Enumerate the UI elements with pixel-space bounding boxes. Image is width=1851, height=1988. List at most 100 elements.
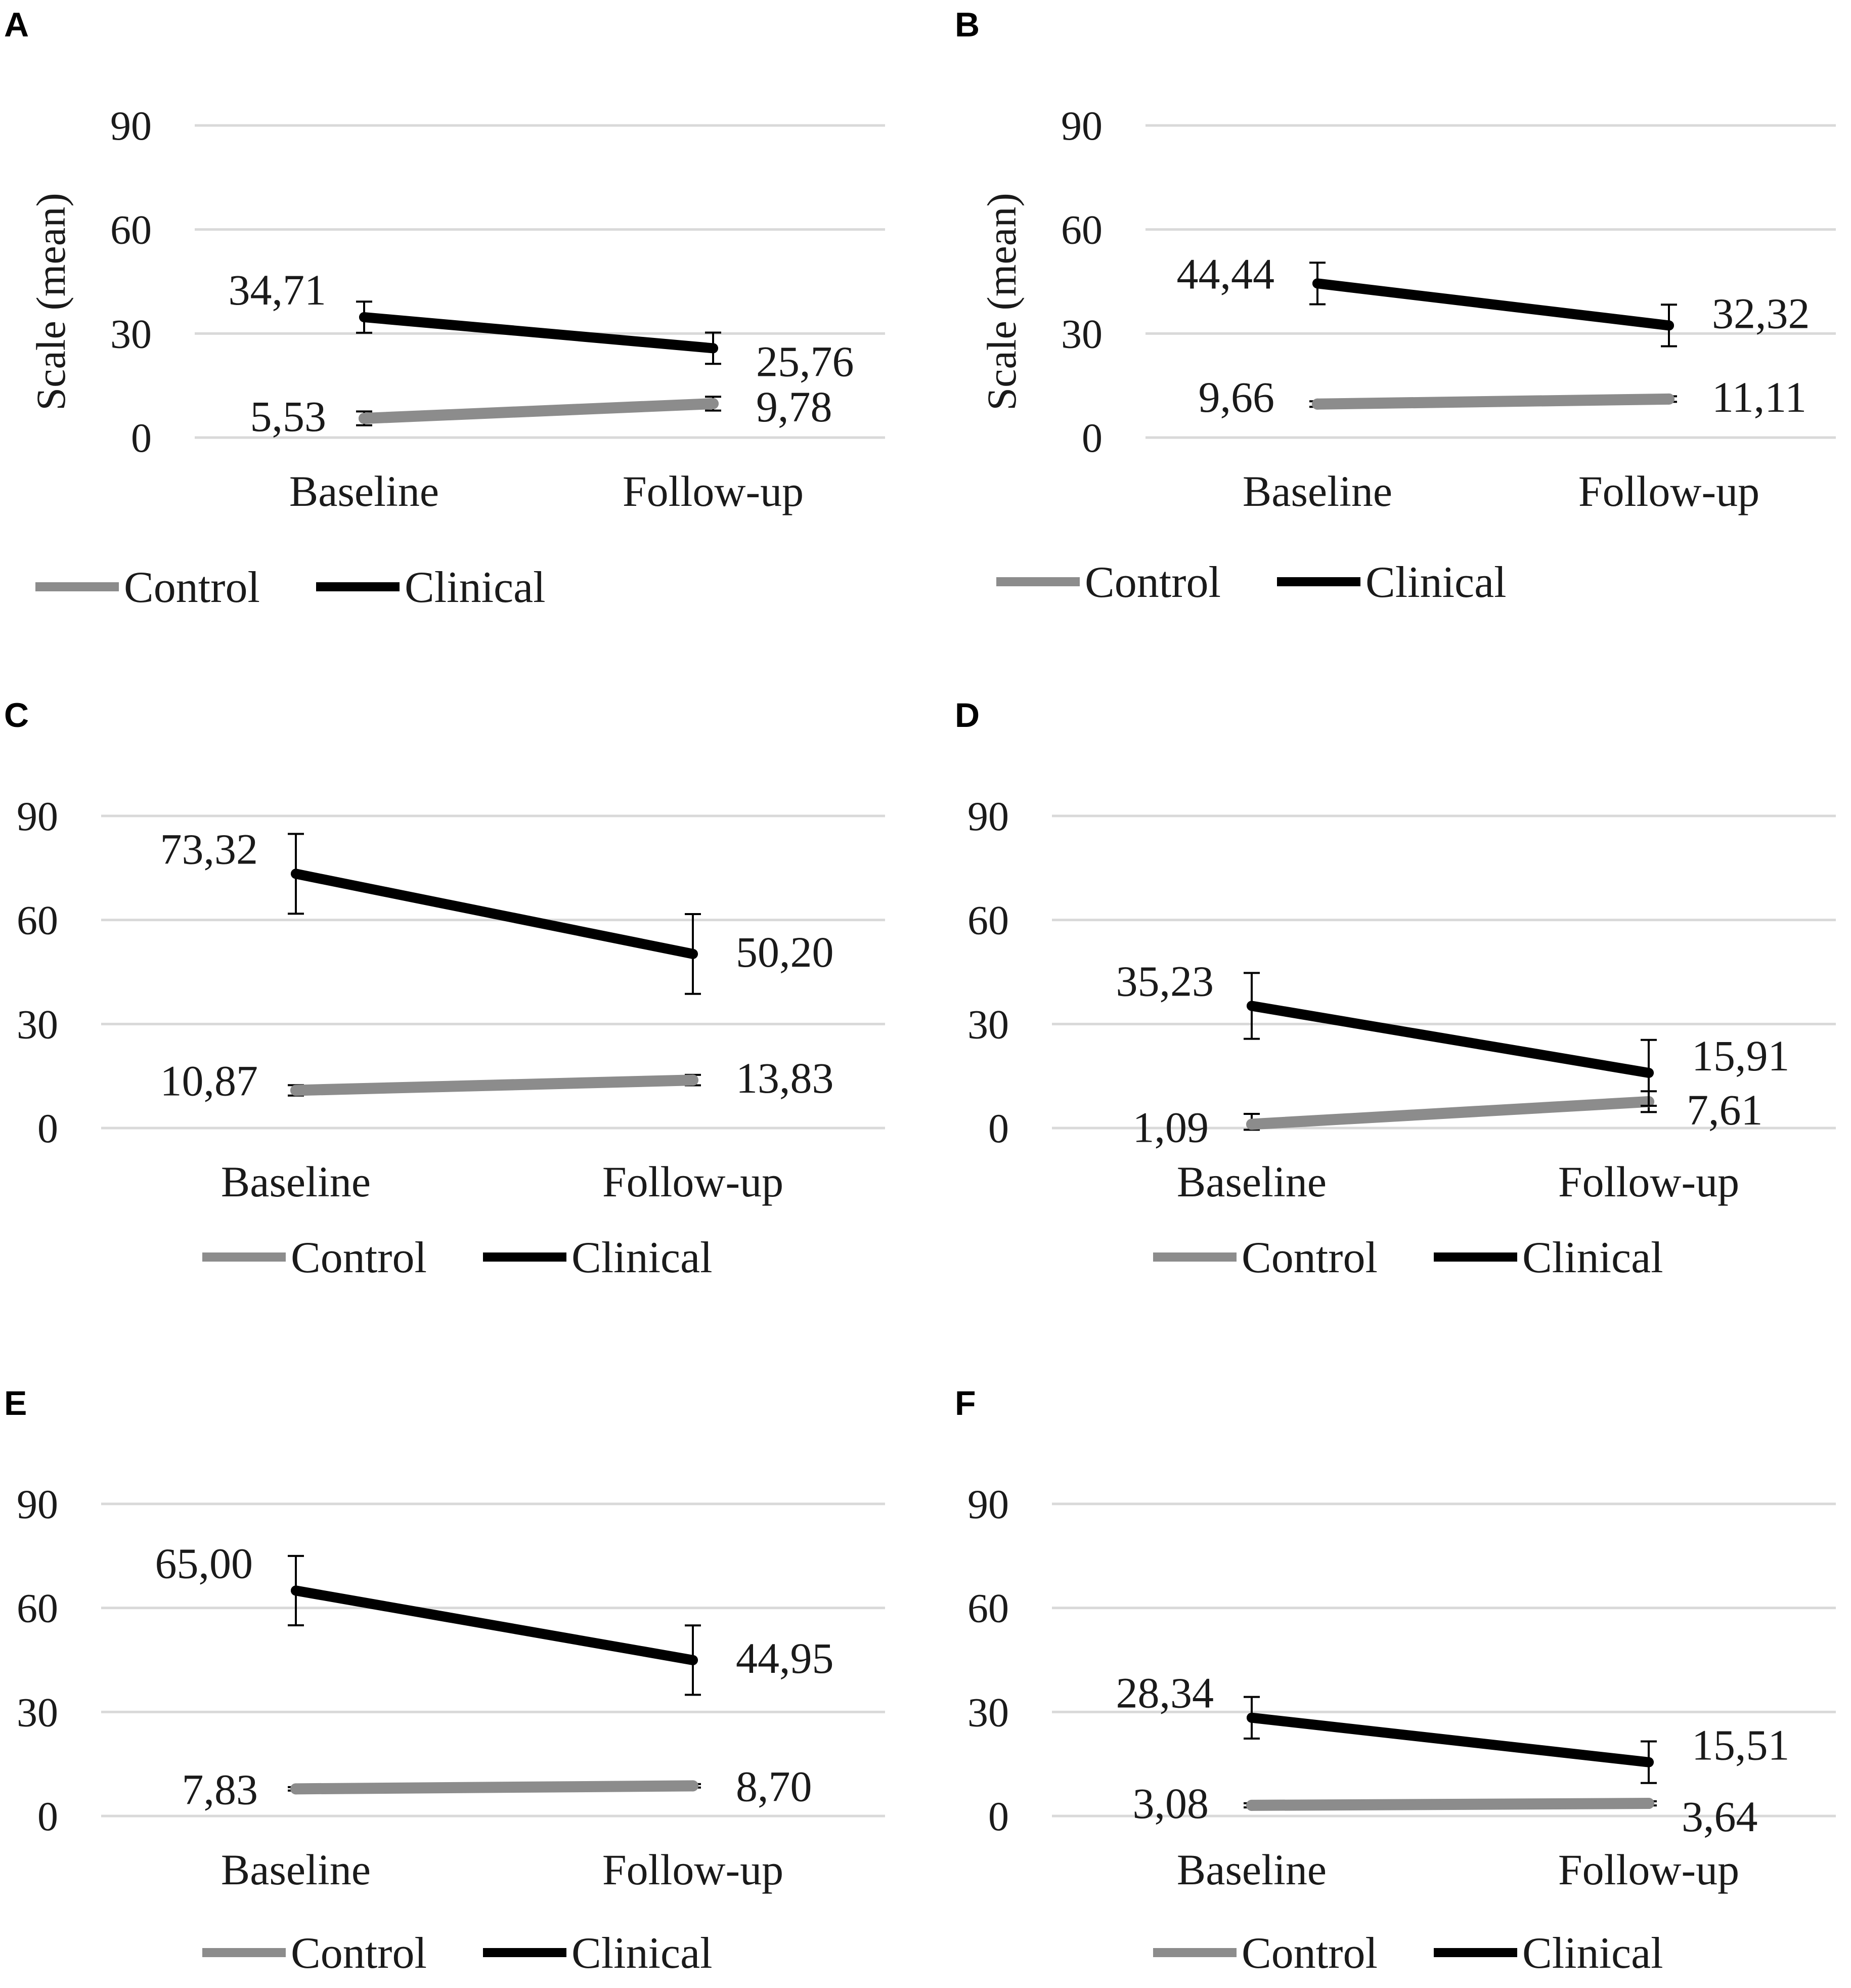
legend-label-clinical: Clinical bbox=[1522, 1233, 1663, 1282]
data-point-control bbox=[1312, 398, 1323, 410]
panel-d: D 0 30 60 90 Baseline Follow-up 1,09 7,61 35,23 15… bbox=[955, 696, 1836, 1282]
y-tick-label: 90 bbox=[1061, 103, 1103, 149]
y-tick-label: 0 bbox=[1082, 415, 1103, 461]
x-category-label: Follow-up bbox=[602, 1157, 783, 1206]
data-point-control bbox=[1663, 393, 1674, 405]
y-tick-label: 60 bbox=[967, 1585, 1009, 1631]
data-point-control bbox=[1246, 1799, 1257, 1811]
panel-letter-d: D bbox=[955, 696, 980, 734]
data-label-control: 3,64 bbox=[1682, 1792, 1758, 1841]
data-label-clinical: 15,91 bbox=[1692, 1031, 1790, 1080]
x-category-label: Baseline bbox=[1243, 467, 1392, 515]
data-point-control bbox=[359, 413, 370, 424]
series-line-clinical bbox=[1247, 1712, 1654, 1767]
data-label-control: 9,78 bbox=[756, 382, 832, 431]
series-line-control bbox=[290, 1780, 698, 1795]
data-point-clinical bbox=[291, 869, 301, 879]
series-line-control bbox=[1312, 393, 1674, 410]
panel-f: F 0 30 60 90 Baseline Follow-up 3,08 3,64 28,34 15… bbox=[955, 1384, 1836, 1978]
x-category-label: Follow-up bbox=[1558, 1157, 1739, 1206]
legend-label-control: Control bbox=[291, 1233, 427, 1282]
panel-c: C 0 30 60 90 Baseline Follow-up 10,87 13,83 73,32… bbox=[4, 696, 885, 1282]
legend-label-clinical: Clinical bbox=[571, 1233, 713, 1282]
data-point-control bbox=[708, 398, 719, 409]
data-label-control: 10,87 bbox=[160, 1056, 258, 1105]
y-tick-label: 90 bbox=[17, 793, 58, 839]
y-tick-label: 30 bbox=[1061, 311, 1103, 357]
y-axis-label: Scale (mean) bbox=[979, 193, 1025, 410]
data-label-clinical: 44,95 bbox=[736, 1634, 834, 1682]
data-label-clinical: 28,34 bbox=[1116, 1669, 1214, 1717]
data-label-control: 11,11 bbox=[1712, 373, 1806, 421]
data-point-control bbox=[1643, 1798, 1654, 1809]
data-label-clinical: 44,44 bbox=[1177, 249, 1275, 298]
data-label-clinical: 35,23 bbox=[1116, 957, 1214, 1005]
data-label-clinical: 32,32 bbox=[1712, 289, 1810, 337]
data-label-control: 3,08 bbox=[1133, 1779, 1209, 1828]
data-point-clinical bbox=[359, 312, 369, 323]
y-tick-label: 0 bbox=[988, 1105, 1009, 1151]
y-tick-label: 30 bbox=[17, 1001, 58, 1047]
data-label-clinical: 15,51 bbox=[1692, 1721, 1790, 1769]
data-point-control bbox=[687, 1074, 698, 1086]
data-point-clinical bbox=[1247, 1001, 1257, 1011]
y-tick-label: 0 bbox=[37, 1105, 58, 1151]
series-line-clinical bbox=[1312, 278, 1674, 331]
y-tick-label: 90 bbox=[110, 103, 152, 149]
y-tick-label: 60 bbox=[967, 897, 1009, 943]
data-label-clinical: 34,71 bbox=[229, 266, 327, 314]
x-category-label: Follow-up bbox=[1558, 1845, 1739, 1894]
data-point-clinical bbox=[708, 343, 718, 354]
data-label-control: 9,66 bbox=[1199, 373, 1275, 421]
legend-label-control: Control bbox=[1242, 1233, 1378, 1282]
data-point-clinical bbox=[1312, 278, 1323, 289]
y-tick-label: 0 bbox=[37, 1793, 58, 1839]
series-line-control bbox=[1246, 1798, 1654, 1811]
y-tick-label: 0 bbox=[131, 415, 152, 461]
series-line-clinical bbox=[1247, 1001, 1654, 1078]
data-label-control: 7,83 bbox=[182, 1765, 258, 1813]
legend-label-control: Control bbox=[124, 563, 260, 612]
y-axis-label: Scale (mean) bbox=[28, 193, 74, 410]
y-tick-label: 30 bbox=[110, 311, 152, 357]
x-category-label: Baseline bbox=[221, 1157, 371, 1206]
data-label-control: 5,53 bbox=[250, 392, 327, 441]
panel-a: A 0 30 60 90 Scale (mean) Baseline Follow-up 5,5… bbox=[4, 6, 885, 612]
data-point-control bbox=[290, 1783, 301, 1795]
series-line-clinical bbox=[359, 312, 718, 354]
series-line-control bbox=[290, 1074, 698, 1096]
y-tick-label: 60 bbox=[17, 897, 58, 943]
legend-label-clinical: Clinical bbox=[1522, 1929, 1663, 1978]
y-tick-label: 30 bbox=[967, 1689, 1009, 1735]
legend-label-control: Control bbox=[1085, 558, 1221, 607]
data-point-clinical bbox=[1247, 1712, 1257, 1723]
x-category-label: Baseline bbox=[1177, 1157, 1327, 1206]
x-category-label: Follow-up bbox=[1578, 467, 1759, 515]
y-tick-label: 0 bbox=[988, 1793, 1009, 1839]
series-line-clinical bbox=[291, 869, 698, 959]
series-line-control bbox=[359, 398, 719, 424]
x-category-label: Follow-up bbox=[602, 1845, 783, 1894]
data-label-control: 7,61 bbox=[1687, 1086, 1763, 1134]
data-point-control bbox=[687, 1780, 698, 1792]
panel-letter-b: B bbox=[955, 6, 980, 44]
panel-letter-a: A bbox=[4, 6, 29, 44]
data-point-control bbox=[1246, 1118, 1257, 1130]
panel-letter-e: E bbox=[4, 1384, 27, 1422]
y-tick-label: 90 bbox=[17, 1481, 58, 1527]
y-tick-label: 60 bbox=[1061, 207, 1103, 253]
legend-label-clinical: Clinical bbox=[405, 563, 546, 612]
y-tick-label: 90 bbox=[967, 793, 1009, 839]
data-label-clinical: 73,32 bbox=[160, 825, 258, 873]
data-point-control bbox=[290, 1085, 301, 1096]
data-point-clinical bbox=[1664, 320, 1674, 331]
panel-letter-f: F bbox=[955, 1384, 976, 1422]
x-category-label: Baseline bbox=[1177, 1845, 1327, 1894]
data-point-clinical bbox=[688, 948, 698, 959]
panel-b: B 0 30 60 90 Scale (mean) Baseline Follow-up 9,6… bbox=[955, 6, 1836, 607]
data-point-clinical bbox=[1644, 1067, 1654, 1078]
legend-label-clinical: Clinical bbox=[1365, 558, 1507, 607]
legend-label-clinical: Clinical bbox=[571, 1929, 713, 1978]
data-label-clinical: 65,00 bbox=[155, 1539, 253, 1587]
